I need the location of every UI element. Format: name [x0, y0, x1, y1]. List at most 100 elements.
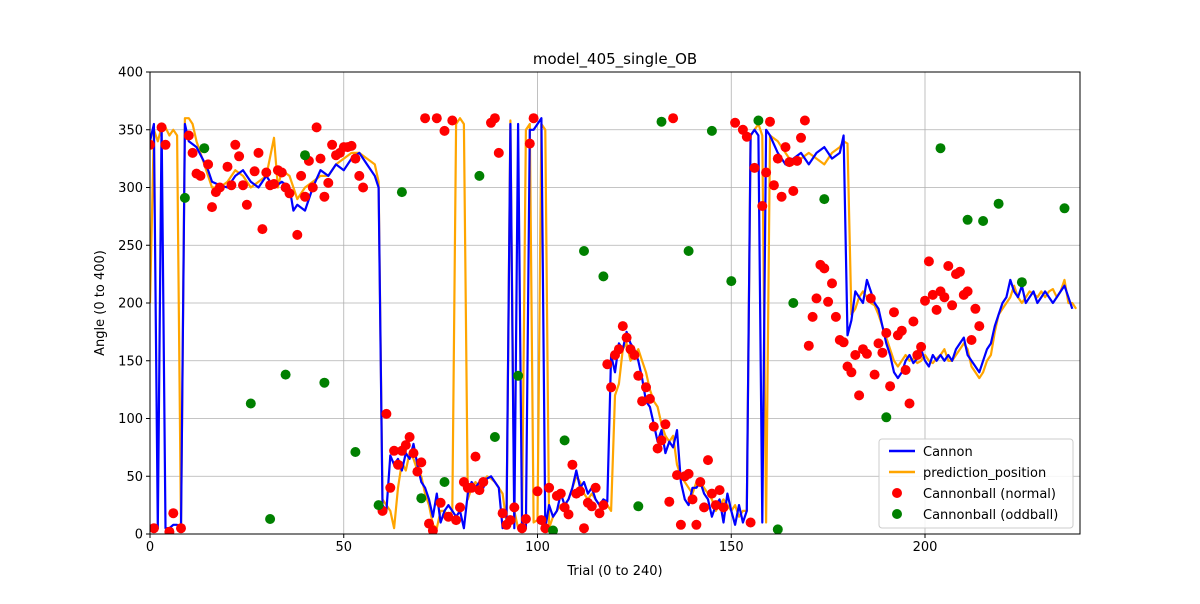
- normal-point: [854, 390, 865, 401]
- oddball-point: [819, 194, 830, 205]
- normal-point: [916, 341, 927, 352]
- normal-point: [420, 113, 431, 124]
- normal-point: [838, 337, 849, 348]
- oddball-point: [706, 125, 717, 136]
- normal-point: [292, 229, 303, 240]
- normal-point: [672, 470, 682, 481]
- normal-point: [974, 321, 985, 332]
- normal-point: [187, 147, 198, 158]
- normal-point: [238, 180, 248, 191]
- normal-point: [652, 443, 663, 454]
- normal-point: [269, 179, 279, 189]
- normal-point: [579, 523, 589, 534]
- normal-point: [648, 421, 659, 432]
- normal-point: [427, 525, 438, 534]
- normal-point: [230, 139, 241, 150]
- normal-point: [703, 455, 713, 466]
- normal-point: [164, 526, 175, 534]
- normal-point: [493, 147, 504, 158]
- normal-point: [284, 188, 295, 199]
- normal-point: [598, 500, 609, 511]
- normal-point: [160, 139, 171, 150]
- oddball-point: [439, 477, 450, 487]
- normal-point: [830, 311, 841, 322]
- x-tick-label: 100: [525, 540, 550, 555]
- y-tick-label: 150: [118, 354, 143, 369]
- x-tick-label: 150: [719, 540, 744, 555]
- normal-point: [772, 153, 783, 164]
- normal-point: [404, 432, 415, 442]
- oddball-point: [548, 525, 558, 534]
- normal-point: [489, 113, 500, 124]
- normal-point: [644, 393, 655, 404]
- normal-point: [687, 494, 698, 505]
- oddball-point: [598, 271, 609, 282]
- x-tick-label: 0: [146, 540, 154, 555]
- oddball-point: [474, 170, 485, 181]
- legend-label-normal: Cannonball (normal): [923, 487, 1056, 502]
- oddball-point: [396, 187, 407, 198]
- prediction-line: [150, 117, 1078, 530]
- normal-point: [695, 477, 706, 487]
- normal-point: [183, 130, 194, 141]
- normal-point: [807, 311, 818, 322]
- normal-point: [745, 517, 756, 528]
- normal-point: [784, 157, 795, 168]
- normal-point: [846, 367, 857, 378]
- legend-swatch-oddball: [892, 509, 902, 519]
- normal-point: [710, 500, 721, 511]
- legend-label-cannon: Cannon: [923, 445, 973, 460]
- y-tick-label: 250: [118, 239, 143, 254]
- normal-point: [408, 448, 419, 459]
- normal-point: [520, 514, 531, 524]
- normal-point: [150, 139, 155, 150]
- normal-point: [354, 170, 365, 181]
- normal-point: [714, 485, 725, 496]
- normal-point: [385, 482, 396, 493]
- normal-point: [861, 348, 872, 359]
- normal-point: [668, 113, 679, 124]
- normal-point: [327, 139, 338, 150]
- y-tick-label: 100: [118, 412, 143, 427]
- x-tick-label: 200: [913, 540, 938, 555]
- normal-point: [912, 350, 923, 360]
- normal-point: [757, 201, 768, 211]
- normal-point: [621, 332, 632, 343]
- normal-point: [850, 350, 861, 360]
- normal-point: [276, 167, 287, 178]
- normal-point: [150, 523, 159, 534]
- normal-point: [346, 140, 357, 151]
- normal-point: [908, 316, 919, 327]
- data-layer: [150, 113, 1078, 534]
- oddball-point: [788, 298, 799, 308]
- oddball-point: [489, 432, 500, 442]
- normal-point: [923, 256, 934, 267]
- normal-point: [675, 519, 686, 530]
- y-tick-label: 0: [135, 528, 143, 543]
- tick-layer: 0 50 100 150 200 0 50 100 150 200 250 300 350 400: [118, 66, 937, 556]
- oddball-point: [245, 398, 256, 409]
- normal-point: [811, 293, 822, 304]
- normal-point: [664, 496, 675, 507]
- oddball-point: [683, 246, 694, 256]
- normal-point: [776, 191, 787, 202]
- normal-point: [350, 153, 361, 164]
- normal-point: [865, 293, 876, 304]
- normal-point: [323, 177, 334, 188]
- normal-point: [156, 122, 167, 133]
- oddball-point: [373, 500, 384, 511]
- y-tick-label: 300: [118, 181, 143, 196]
- normal-point: [877, 347, 888, 358]
- normal-point: [691, 519, 702, 530]
- normal-point: [617, 321, 628, 332]
- normal-point: [207, 202, 217, 213]
- normal-point: [594, 508, 605, 519]
- normal-point: [517, 523, 527, 534]
- normal-point: [307, 182, 318, 193]
- normal-point: [195, 170, 206, 181]
- normal-point: [966, 335, 977, 345]
- normal-point: [706, 488, 717, 499]
- normal-point: [823, 296, 834, 307]
- normal-point: [803, 340, 814, 351]
